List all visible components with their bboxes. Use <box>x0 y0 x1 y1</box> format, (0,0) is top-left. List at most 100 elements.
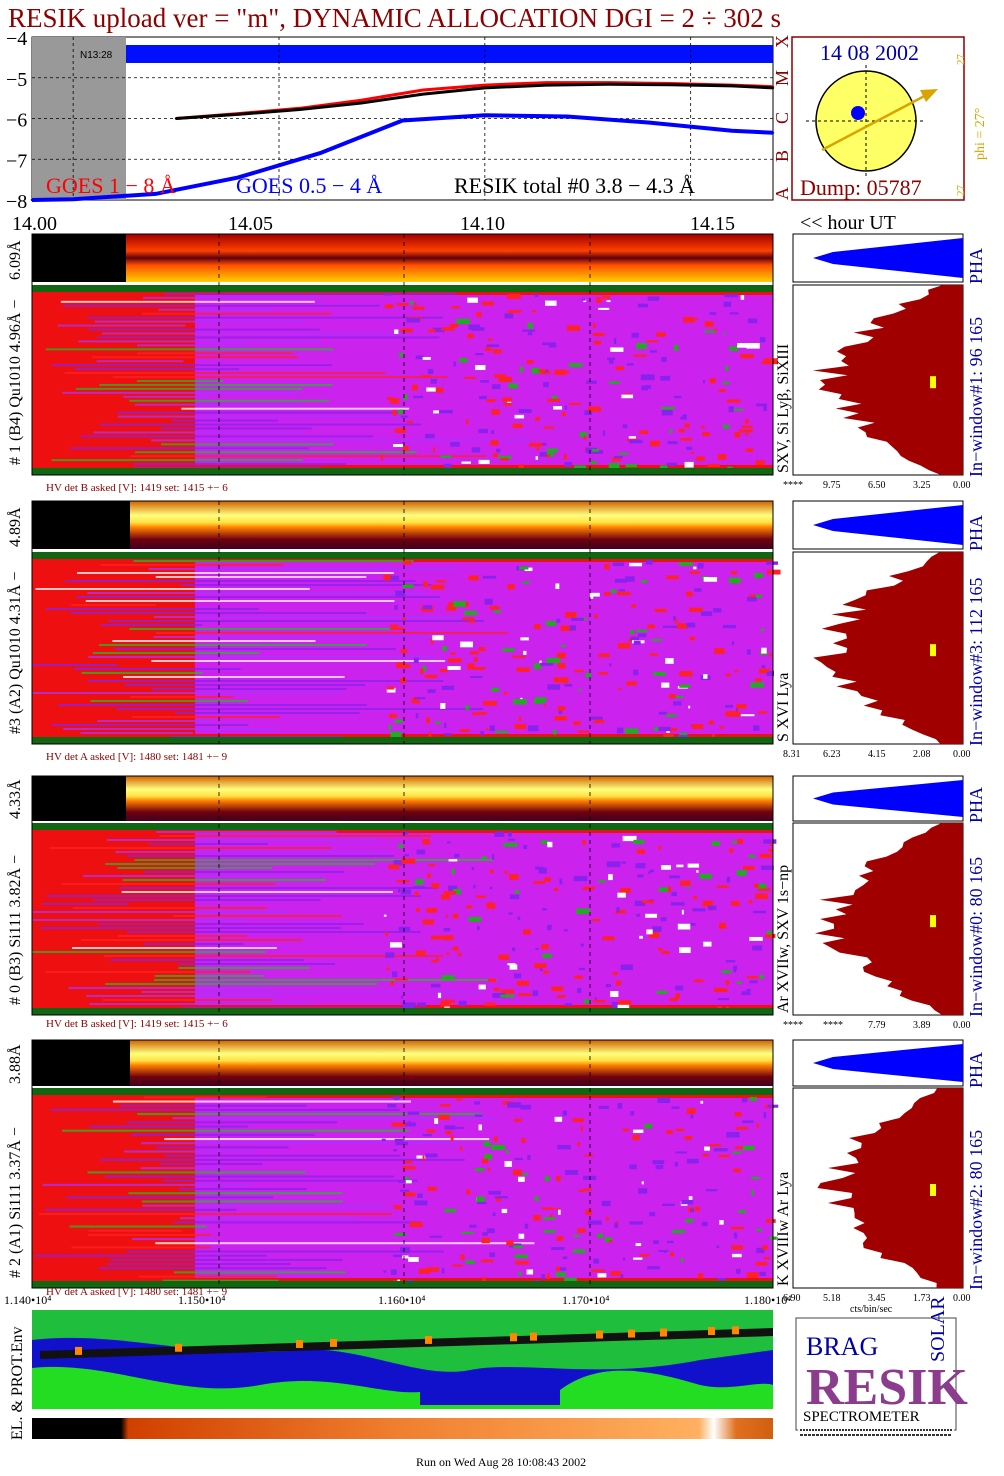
phi-bottom: 27 <box>955 185 967 197</box>
spectrogram-speckle <box>617 909 626 914</box>
spectrogram-speckle <box>668 694 676 699</box>
env-x-tick: 1.180•10⁴ <box>744 1293 791 1307</box>
spectrogram-speckle <box>644 1123 653 1129</box>
spectrogram-speckle <box>422 838 430 845</box>
spectrogram-speckle <box>568 402 581 406</box>
spectrogram-speckle <box>686 591 693 597</box>
spectrogram-speckle <box>453 361 456 367</box>
spectrogram-speckle <box>416 1155 426 1159</box>
spectrogram-speckle <box>701 426 705 429</box>
spectrogram-speckle <box>492 854 495 860</box>
spectrogram-speckle <box>648 871 651 874</box>
spectrogram-streak <box>153 636 444 638</box>
spectrogram-speckle <box>728 577 741 584</box>
spectrogram-speckle <box>661 682 670 688</box>
spectrogram-speckle <box>397 303 409 306</box>
spectrogram-speckle <box>559 371 570 374</box>
spectrogram-speckle <box>651 639 663 642</box>
spectrogram-speckle <box>733 965 738 970</box>
spectrogram-speckle <box>504 313 514 319</box>
pha-blue-profile <box>813 238 963 278</box>
spectrogram-speckle <box>620 964 633 971</box>
spectrogram-speckle <box>481 301 495 306</box>
spectrogram-speckle <box>735 1269 741 1274</box>
spectrogram-speckle <box>541 908 547 911</box>
line-identification: SXV, Si Lyβ, SiXIII <box>775 344 792 473</box>
spectrogram-streak <box>74 368 240 371</box>
spectrogram-speckle <box>394 719 403 724</box>
y-tick-label: −5 <box>6 69 27 91</box>
spectrogram-speckle <box>732 408 744 411</box>
spectrogram-speckle <box>430 935 445 940</box>
spectrogram-speckle <box>688 1196 693 1203</box>
env-x-tick: 1.150•10⁴ <box>178 1293 225 1307</box>
spectrogram-speckle <box>709 378 716 384</box>
spectrogram-speckle <box>427 689 436 693</box>
spectrogram-streak <box>51 459 303 462</box>
spectrogram-speckle <box>480 1259 494 1263</box>
spectrogram-speckle <box>428 732 432 737</box>
spectrogram-speckle <box>545 621 557 626</box>
spectrogram-speckle <box>471 712 485 716</box>
spectrogram-speckle <box>398 409 404 414</box>
spectrogram-speckle <box>660 375 671 381</box>
spectrogram-speckle <box>759 1271 766 1276</box>
spectrogram-speckle <box>540 840 549 845</box>
spectrogram-speckle <box>514 1157 523 1161</box>
spectrogram-speckle <box>605 1237 613 1243</box>
spectrogram-speckle <box>658 887 669 892</box>
spectrogram-speckle <box>561 644 566 647</box>
spectrogram-speckle <box>518 409 532 413</box>
spectrogram-speckle <box>649 1211 656 1217</box>
spectrogram-speckle <box>616 907 620 913</box>
spectrogram-speckle <box>444 1125 456 1130</box>
spectrogram-speckle <box>726 399 740 403</box>
spectrogram-streak <box>70 612 367 614</box>
pha-label: PHA <box>966 787 986 823</box>
spectrogram-speckle <box>580 1126 584 1132</box>
spectrogram-speckle <box>456 1098 463 1101</box>
spectrogram-speckle <box>670 727 678 732</box>
spectrogram-speckle <box>641 579 648 583</box>
spectrogram-streak <box>160 443 334 446</box>
spectrogram-speckle <box>486 727 489 731</box>
spectrogram-speckle <box>684 1135 693 1140</box>
spectrogram-speckle <box>442 999 455 1003</box>
spectrogram-streak <box>81 672 203 674</box>
spectrogram-speckle <box>548 343 557 348</box>
spectrogram-speckle <box>397 888 401 893</box>
spectrogram-streak <box>120 1104 307 1107</box>
spectrogram-speckle <box>545 300 557 306</box>
pha-x-tick: **** <box>783 1020 803 1031</box>
spectrogram-speckle <box>505 1149 509 1154</box>
spectrogram-speckle <box>394 1096 399 1101</box>
spectrogram-speckle <box>403 394 408 400</box>
spectrogram-speckle <box>541 1274 545 1280</box>
spectrogram-speckle <box>602 295 610 299</box>
spectrogram-speckle <box>765 933 776 939</box>
series-point-2 <box>360 101 363 105</box>
spectrogram-speckle <box>646 929 653 935</box>
sun-vector-line <box>821 89 935 152</box>
spectrogram-streak <box>141 1142 457 1145</box>
spectrogram-speckle <box>752 945 763 951</box>
spectrogram-speckle <box>413 886 426 889</box>
spectrogram-streak <box>80 732 193 734</box>
spectrogram-speckle <box>750 1176 760 1180</box>
spectrogram-speckle <box>755 1261 768 1266</box>
spectrogram-speckle <box>542 953 552 959</box>
spectrogram-speckle <box>711 841 720 846</box>
spectrogram-speckle <box>736 981 742 985</box>
spectrogram-speckle <box>703 674 708 679</box>
series-point-2 <box>668 83 672 86</box>
pha-window-marker <box>930 915 936 928</box>
spectrogram-speckle <box>386 686 395 690</box>
spectrogram-speckle <box>385 952 395 958</box>
spectrogram-speckle <box>557 662 566 669</box>
spectrogram-streak <box>124 684 366 686</box>
spectrogram-speckle <box>673 616 676 621</box>
spectrogram-speckle <box>547 684 561 690</box>
spectrogram-speckle <box>631 332 639 338</box>
spectrogram-speckle <box>526 359 534 364</box>
spectrogram-speckle <box>741 425 753 428</box>
